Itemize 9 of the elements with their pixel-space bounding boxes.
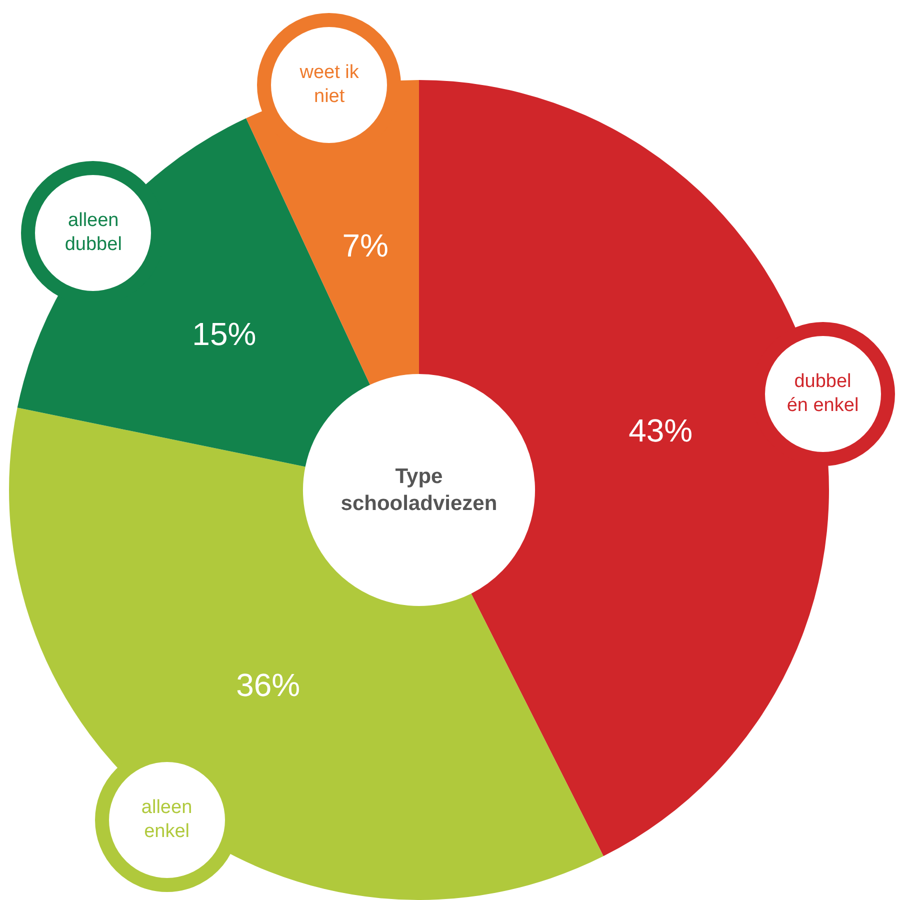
data-label: 36% xyxy=(236,667,300,704)
slice-label: dubbel én enkel xyxy=(786,370,860,418)
slice-label: alleen dubbel xyxy=(64,208,123,257)
slice-label: weet ik niet xyxy=(298,60,360,109)
data-label: 43% xyxy=(628,412,693,448)
data-label: 7% xyxy=(342,227,388,264)
text: Type schooladviezen xyxy=(340,464,498,517)
slice-label: alleen enkel xyxy=(140,796,194,844)
data-label: 15% xyxy=(192,316,256,352)
